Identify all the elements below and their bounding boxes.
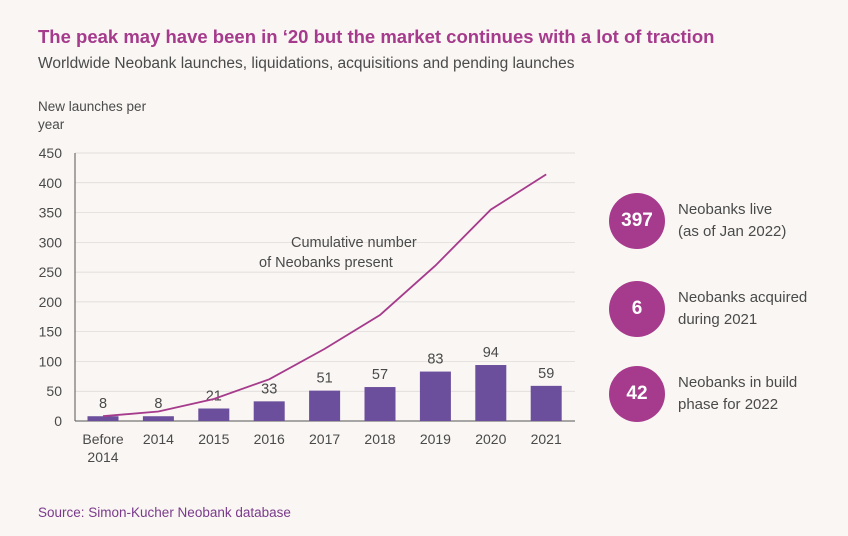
bar-value-label: 8	[99, 396, 107, 412]
bar-value-label: 8	[154, 396, 162, 412]
x-tick-label: 2019	[420, 431, 451, 447]
y-tick-label: 350	[39, 205, 63, 221]
bar-value-label: 57	[372, 367, 388, 383]
x-tick-label: 2015	[198, 431, 229, 447]
bar-value-label: 94	[483, 345, 499, 361]
bar-value-label: 51	[317, 371, 333, 387]
chart-title: The peak may have been in ‘20 but the ma…	[38, 26, 715, 47]
y-tick-labels: 0 50 100 150 200 250 300 350 400 450	[39, 145, 63, 429]
kpi-acquired: 6 Neobanks acquired during 2021	[609, 281, 848, 337]
bar	[475, 365, 507, 421]
y-tick-label: 0	[54, 413, 62, 429]
bar	[198, 408, 230, 421]
x-tick-label: 2020	[475, 431, 506, 447]
x-tick-label: 2017	[309, 431, 340, 447]
kpi-live-label: Neobanks live (as of Jan 2022)	[678, 201, 787, 240]
y-tick-label: 200	[39, 294, 63, 310]
kpi-live: 397 Neobanks live (as of Jan 2022)	[609, 193, 848, 249]
y-tick-label: 400	[39, 175, 63, 191]
x-tick-label: 2014	[143, 431, 174, 447]
x-tick-label: Before	[82, 431, 123, 447]
y-tick-label: 450	[39, 145, 63, 161]
kpi-acquired-label: Neobanks acquired during 2021	[678, 289, 808, 328]
bar-value-label: 83	[427, 352, 443, 368]
x-tick-label: 2016	[254, 431, 285, 447]
bar-value-label: 59	[538, 366, 554, 382]
x-tick-label: 2021	[531, 431, 562, 447]
y-tick-label: 250	[39, 264, 63, 280]
y-tick-label: 150	[39, 324, 63, 340]
bar	[309, 390, 341, 421]
kpi-acquired-value: 6	[609, 281, 665, 337]
x-tick-label: 2018	[364, 431, 395, 447]
bars	[87, 365, 562, 421]
cumulative-line-label-2: of Neobanks present	[259, 255, 393, 271]
chart-subtitle: Worldwide Neobank launches, liquidations…	[38, 55, 575, 72]
y-tick-label: 50	[46, 383, 62, 399]
bar	[530, 385, 562, 421]
bar	[364, 387, 396, 421]
bar	[419, 371, 451, 421]
x-tick-label: 2014	[87, 449, 118, 465]
bar	[87, 416, 119, 421]
source-note: Source: Simon-Kucher Neobank database	[38, 505, 291, 520]
cumulative-line-label-1: Cumulative number	[291, 235, 417, 251]
bar-value-label: 33	[261, 381, 277, 397]
cumulative-line	[102, 173, 547, 418]
kpi-in-build: 42 Neobanks in build phase for 2022	[609, 366, 848, 422]
kpi-in-build-value: 42	[609, 366, 665, 422]
bar	[142, 416, 174, 421]
kpi-live-value: 397	[609, 193, 665, 249]
y-tick-label: 300	[39, 234, 63, 250]
y-axis-label: New launches per year	[38, 99, 147, 132]
x-tick-labels: Before 2014 2014 2015 2016 2017 2018 2019 2020 20…	[82, 431, 562, 465]
kpi-in-build-label: Neobanks in build phase for 2022	[678, 374, 798, 413]
y-tick-label: 100	[39, 353, 63, 369]
bar	[253, 401, 285, 421]
